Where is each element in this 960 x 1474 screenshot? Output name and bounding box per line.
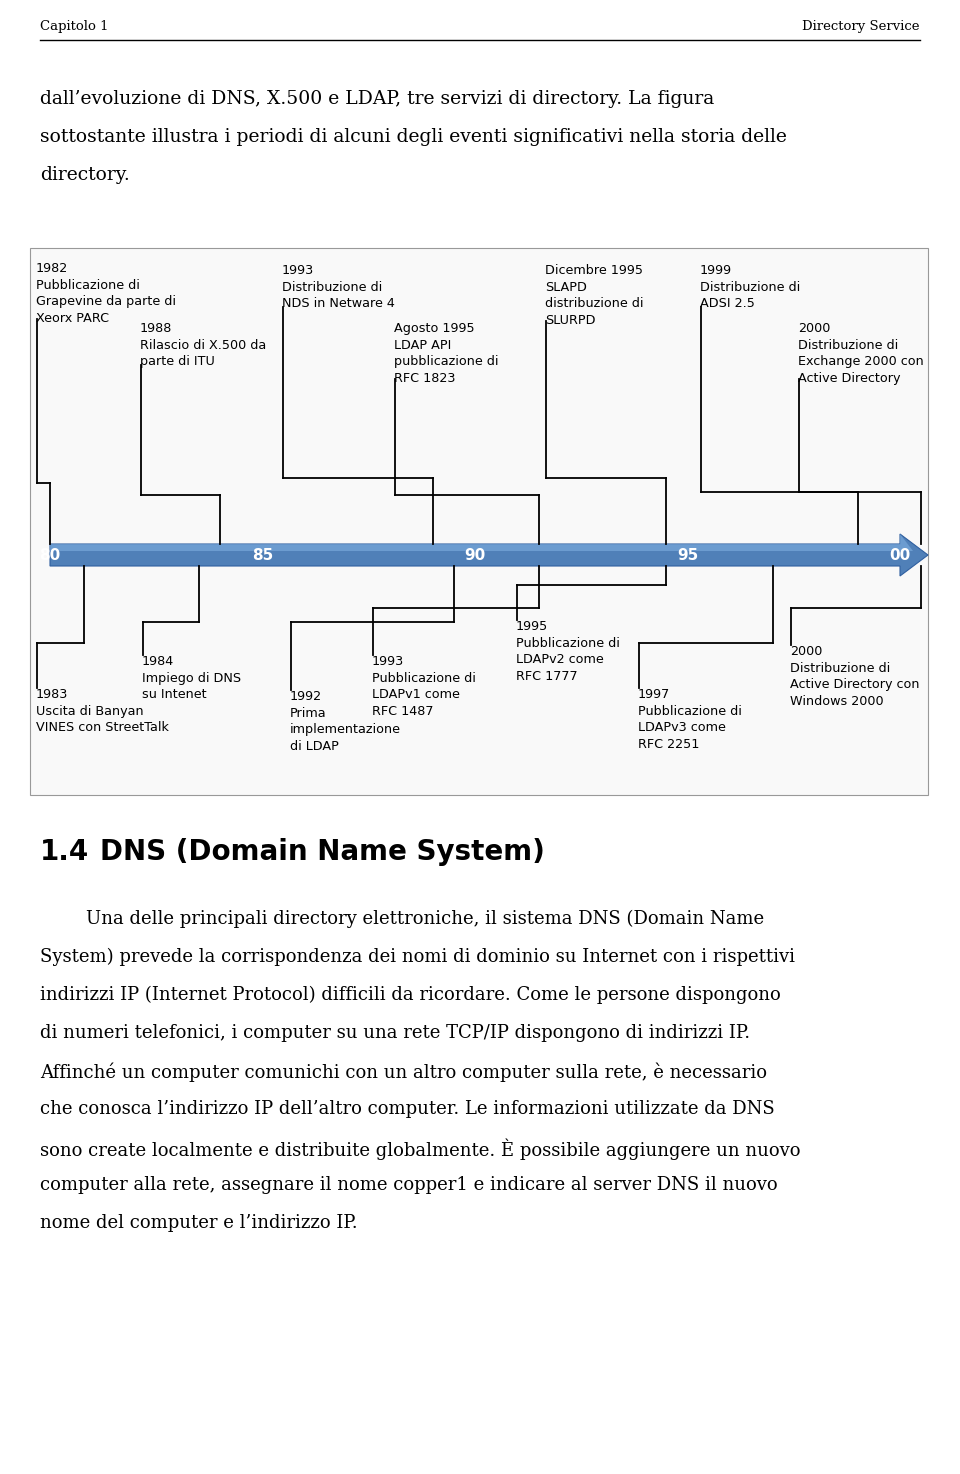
Text: directory.: directory. (40, 167, 130, 184)
Text: 1992
Prima
implementazione
di LDAP: 1992 Prima implementazione di LDAP (290, 690, 401, 753)
Text: Una delle principali directory elettroniche, il sistema DNS (Domain Name: Una delle principali directory elettroni… (40, 909, 764, 929)
Text: 1995
Pubblicazione di
LDAPv2 come
RFC 1777: 1995 Pubblicazione di LDAPv2 come RFC 17… (516, 621, 620, 682)
Text: 95: 95 (677, 547, 698, 563)
Text: 1988
Rilascio di X.500 da
parte di ITU: 1988 Rilascio di X.500 da parte di ITU (140, 321, 266, 368)
Text: 1993
Pubblicazione di
LDAPv1 come
RFC 1487: 1993 Pubblicazione di LDAPv1 come RFC 14… (372, 654, 476, 718)
Text: 2000
Distribuzione di
Exchange 2000 con
Active Directory: 2000 Distribuzione di Exchange 2000 con … (798, 321, 924, 385)
Text: sottostante illustra i periodi di alcuni degli eventi significativi nella storia: sottostante illustra i periodi di alcuni… (40, 128, 787, 146)
Text: 1993
Distribuzione di
NDS in Netware 4: 1993 Distribuzione di NDS in Netware 4 (282, 264, 395, 310)
Text: 1.4: 1.4 (40, 839, 89, 867)
Text: Dicembre 1995
SLAPD
distribuzione di
SLURPD: Dicembre 1995 SLAPD distribuzione di SLU… (545, 264, 643, 327)
Text: 85: 85 (252, 547, 274, 563)
Text: 00: 00 (889, 547, 911, 563)
Text: DNS (Domain Name System): DNS (Domain Name System) (100, 839, 545, 867)
Text: 1984
Impiego di DNS
su Intenet: 1984 Impiego di DNS su Intenet (142, 654, 241, 702)
Text: che conosca l’indirizzo IP dell’altro computer. Le informazioni utilizzate da DN: che conosca l’indirizzo IP dell’altro co… (40, 1100, 775, 1117)
Text: dall’evoluzione di DNS, X.500 e LDAP, tre servizi di directory. La figura: dall’evoluzione di DNS, X.500 e LDAP, tr… (40, 90, 714, 108)
Text: 80: 80 (39, 547, 60, 563)
Text: di numeri telefonici, i computer su una rete TCP/IP dispongono di indirizzi IP.: di numeri telefonici, i computer su una … (40, 1024, 750, 1042)
Text: Capitolo 1: Capitolo 1 (40, 21, 108, 32)
Text: 1982
Pubblicazione di
Grapevine da parte di
Xeorx PARC: 1982 Pubblicazione di Grapevine da parte… (36, 262, 176, 324)
Text: 90: 90 (465, 547, 486, 563)
Bar (30, 248, 928, 794)
Text: Affinché un computer comunichi con un altro computer sulla rete, è necessario: Affinché un computer comunichi con un al… (40, 1061, 767, 1082)
Text: computer alla rete, assegnare il nome copper1 e indicare al server DNS il nuovo: computer alla rete, assegnare il nome co… (40, 1176, 778, 1194)
Text: nome del computer e l’indirizzo IP.: nome del computer e l’indirizzo IP. (40, 1215, 358, 1232)
Polygon shape (50, 534, 913, 551)
Text: 1997
Pubblicazione di
LDAPv3 come
RFC 2251: 1997 Pubblicazione di LDAPv3 come RFC 22… (638, 688, 742, 750)
Text: System) prevede la corrispondenza dei nomi di dominio su Internet con i rispetti: System) prevede la corrispondenza dei no… (40, 948, 795, 967)
Text: 1999
Distribuzione di
ADSI 2.5: 1999 Distribuzione di ADSI 2.5 (700, 264, 801, 310)
Polygon shape (50, 534, 928, 576)
Text: indirizzi IP (Internet Protocol) difficili da ricordare. Come le persone dispong: indirizzi IP (Internet Protocol) diffici… (40, 986, 780, 1004)
Text: sono create localmente e distribuite globalmente. È possibile aggiungere un nuov: sono create localmente e distribuite glo… (40, 1138, 801, 1160)
Text: 1983
Uscita di Banyan
VINES con StreetTalk: 1983 Uscita di Banyan VINES con StreetTa… (36, 688, 169, 734)
Text: Directory Service: Directory Service (803, 21, 920, 32)
Text: 2000
Distribuzione di
Active Directory con
Windows 2000: 2000 Distribuzione di Active Directory c… (790, 646, 920, 708)
Text: Agosto 1995
LDAP API
pubblicazione di
RFC 1823: Agosto 1995 LDAP API pubblicazione di RF… (394, 321, 498, 385)
